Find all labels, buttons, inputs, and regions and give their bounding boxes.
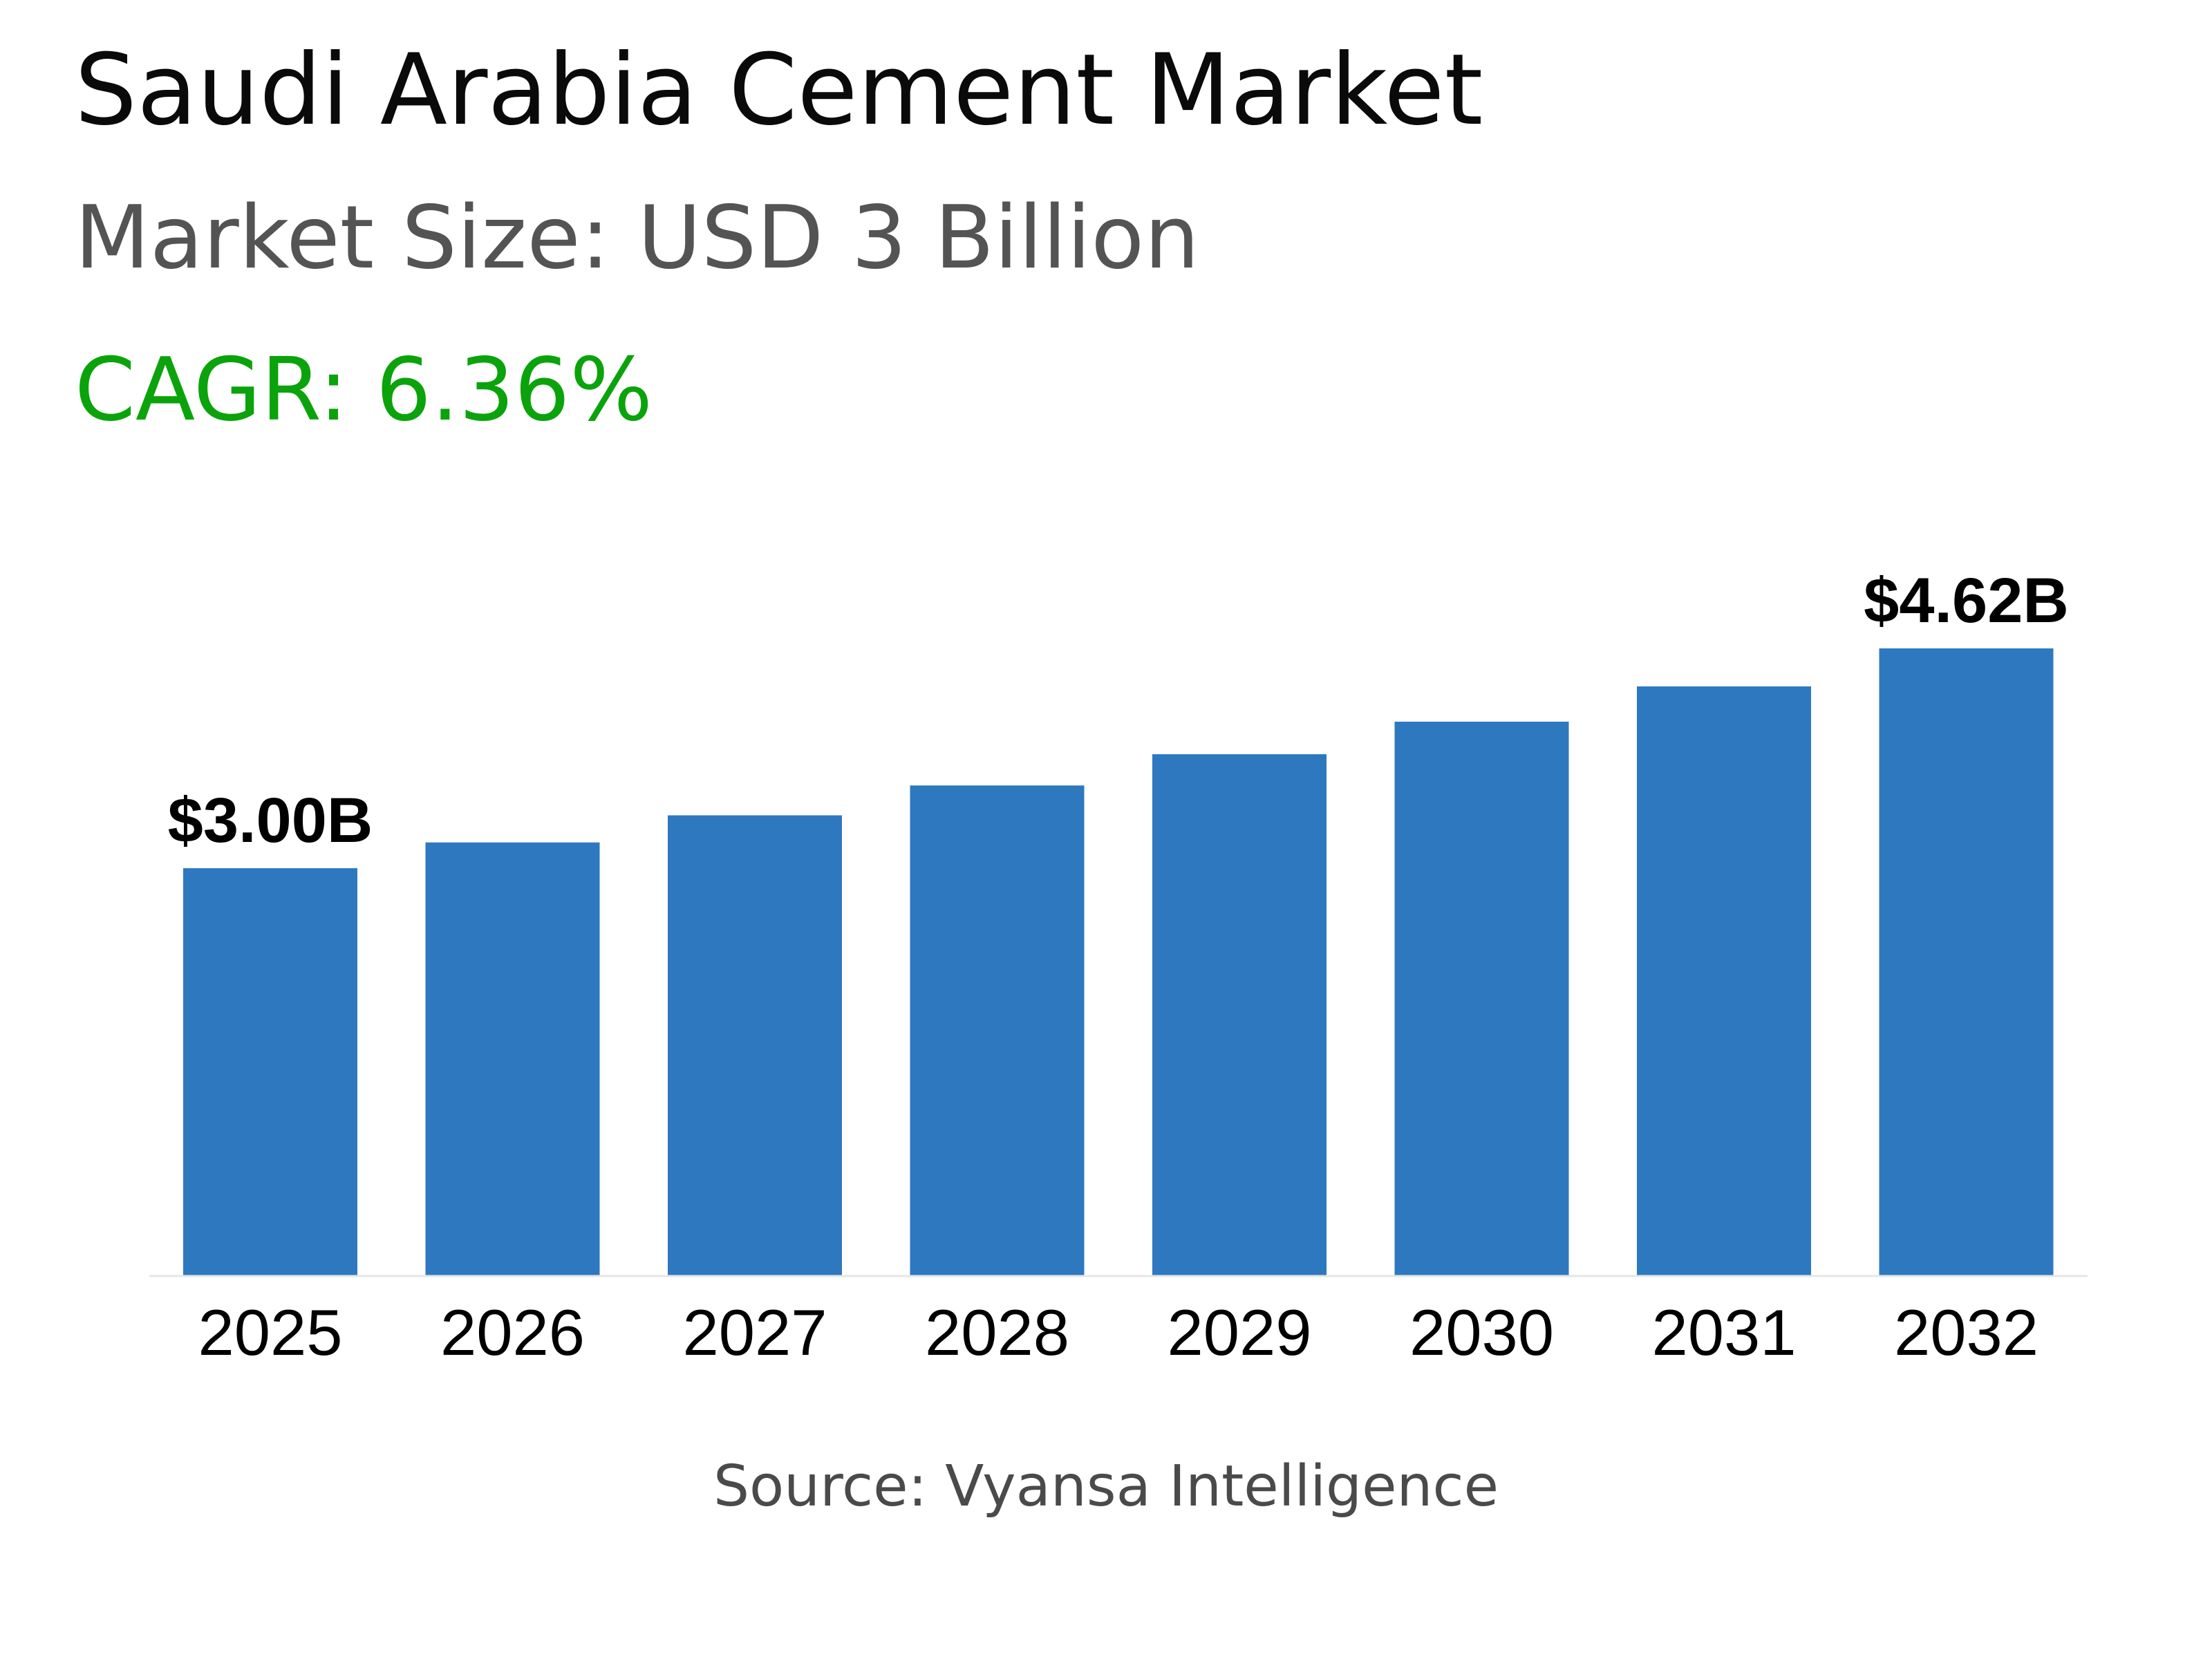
bar-2032 <box>1879 648 2054 1275</box>
market-size-label: Market Size: USD 3 Billion <box>75 187 1200 288</box>
x-tick-label: 2032 <box>1894 1296 2038 1369</box>
bar-2029 <box>1152 754 1327 1275</box>
bars-group <box>183 648 2054 1275</box>
data-labels: $3.00B $4.62B <box>168 565 2069 856</box>
x-tick-label: 2028 <box>925 1296 1069 1369</box>
x-tick-labels: 2025 2026 2027 2028 2029 2030 2031 2032 <box>198 1296 2038 1369</box>
bar-2030 <box>1394 722 1569 1275</box>
data-label-2032: $4.62B <box>1864 565 2069 636</box>
x-tick-label: 2029 <box>1167 1296 1311 1369</box>
bar-2025 <box>183 868 357 1275</box>
x-tick-label: 2030 <box>1409 1296 1554 1369</box>
chart-title: Saudi Arabia Cement Market <box>75 33 1483 147</box>
x-tick-label: 2026 <box>440 1296 585 1369</box>
bar-2028 <box>910 785 1085 1275</box>
bar-2026 <box>425 842 600 1275</box>
x-tick-label: 2031 <box>1651 1296 1796 1369</box>
x-tick-label: 2027 <box>682 1296 827 1369</box>
data-label-2025: $3.00B <box>168 785 373 856</box>
x-tick-label: 2025 <box>198 1296 342 1369</box>
cagr-label: CAGR: 6.36% <box>75 339 653 440</box>
bar-2031 <box>1637 686 1811 1275</box>
bar-2027 <box>668 815 842 1275</box>
source-note: Source: Vyansa Intelligence <box>713 1454 1499 1519</box>
